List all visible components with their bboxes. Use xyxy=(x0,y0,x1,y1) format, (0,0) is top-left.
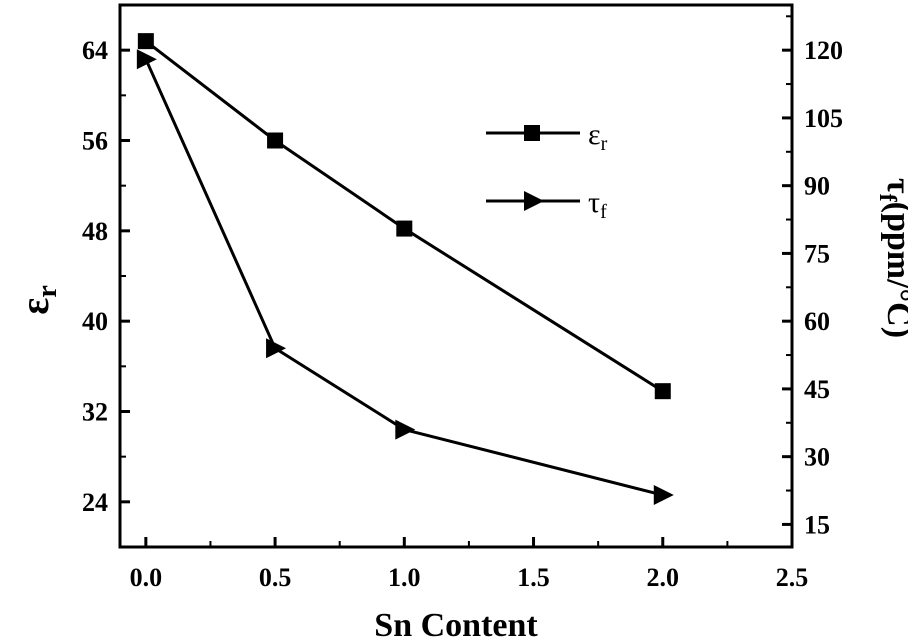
x-tick-label: 0.0 xyxy=(130,563,163,592)
right-y-tick-label: 105 xyxy=(804,104,843,133)
left-y-tick-label: 32 xyxy=(82,398,108,427)
series-epsilon-r xyxy=(137,33,671,400)
data-point-triangle xyxy=(266,338,287,359)
series-line xyxy=(144,39,664,393)
legend-label-tau-symbol: τ xyxy=(588,186,600,219)
x-tick-label: 2.0 xyxy=(647,563,680,592)
left-y-axis-title: εr xyxy=(12,285,63,315)
series-line xyxy=(144,58,664,497)
left-y-axis-title-symbol: ε xyxy=(12,298,57,315)
legend-label-epsilon-symbol: ε xyxy=(588,118,601,151)
legend-label-tau-subscript: f xyxy=(600,201,607,223)
legend-marker-square xyxy=(524,125,540,141)
right-y-tick-label: 90 xyxy=(804,172,830,201)
data-point-square xyxy=(137,33,154,50)
data-point-square xyxy=(267,132,284,149)
series-layer xyxy=(136,33,674,506)
x-axis-ticks: 0.0 0.5 1.0 1.5 2.0 2.5 xyxy=(130,537,809,592)
left-y-tick-label: 64 xyxy=(82,36,108,65)
data-point-triangle xyxy=(653,485,674,506)
right-y-tick-label: 60 xyxy=(804,307,830,336)
data-point-square xyxy=(654,383,671,400)
left-y-tick-label: 56 xyxy=(82,127,108,156)
x-tick-label: 0.5 xyxy=(259,563,292,592)
plot-frame xyxy=(118,3,794,549)
left-y-axis-title-subscript: r xyxy=(32,285,63,297)
right-y-axis-title-unit: (ppm/°C) xyxy=(880,202,908,338)
left-y-axis-ticks: 24 32 40 48 56 64 xyxy=(82,36,130,548)
left-y-tick-label: 48 xyxy=(82,217,108,246)
x-tick-label: 1.0 xyxy=(388,563,421,592)
right-y-tick-label: 75 xyxy=(804,239,830,268)
series-tau-f xyxy=(136,49,674,506)
right-y-tick-label: 30 xyxy=(804,443,830,472)
left-y-tick-label: 40 xyxy=(82,307,108,336)
legend-marker-triangle xyxy=(524,191,544,211)
data-point-square xyxy=(396,220,413,237)
x-axis-title: Sn Content xyxy=(374,607,538,641)
legend-entry-tau: τf xyxy=(486,186,607,223)
legend-entry-epsilon: εr xyxy=(486,118,608,155)
left-y-tick-label: 24 xyxy=(82,488,108,517)
x-tick-label: 1.5 xyxy=(517,563,550,592)
legend-label-epsilon-subscript: r xyxy=(601,133,608,155)
right-y-tick-label: 120 xyxy=(804,36,843,65)
right-y-axis-title-symbol: τ xyxy=(880,178,908,194)
right-y-axis-title: τf(ppm/°C) xyxy=(874,178,908,338)
data-point-triangle xyxy=(395,419,416,440)
legend: εr τf xyxy=(486,118,608,223)
right-y-tick-label: 45 xyxy=(804,375,830,404)
right-y-tick-label: 15 xyxy=(804,510,830,539)
legend-label-tau: τf xyxy=(588,186,607,223)
right-y-axis-ticks: 15 30 45 60 75 90 105 120 xyxy=(782,15,843,539)
data-point-triangle xyxy=(136,49,157,70)
legend-label-epsilon: εr xyxy=(588,118,608,155)
x-tick-label: 2.5 xyxy=(776,563,809,592)
right-y-axis-title-subscript: f xyxy=(874,194,900,203)
